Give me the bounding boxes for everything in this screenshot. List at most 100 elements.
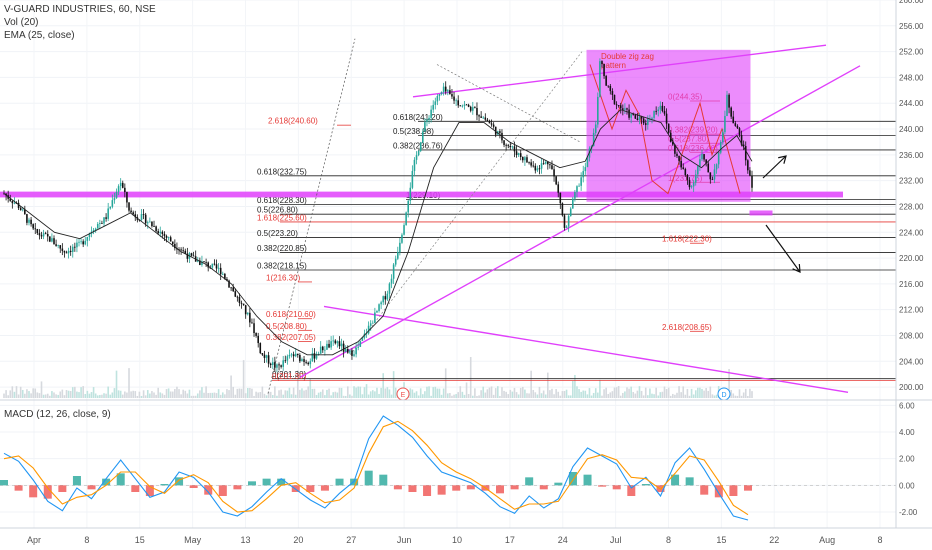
volume-bar: [321, 389, 324, 398]
dotted-projection: [436, 64, 581, 143]
candle-body: [53, 238, 55, 245]
volume-bar: [51, 391, 53, 398]
price-axis-label: 216.00: [899, 280, 924, 289]
volume-bar: [69, 391, 72, 398]
volume-bar: [584, 390, 587, 398]
candle-body: [401, 234, 403, 243]
candle-body: [682, 167, 685, 170]
candle-body: [407, 200, 410, 213]
volume-bar: [701, 388, 703, 398]
volume-bar: [549, 390, 551, 398]
volume-bar: [415, 391, 418, 398]
price-axis-label: 212.00: [899, 306, 924, 315]
candle-body: [494, 126, 497, 135]
volume-bar: [226, 389, 228, 398]
candle-body: [180, 249, 182, 251]
volume-bar: [149, 393, 151, 398]
volume-bar: [424, 391, 426, 398]
candle-body: [463, 104, 466, 106]
volume-bar: [344, 395, 347, 398]
candle-body: [346, 349, 349, 353]
volume-bar: [617, 386, 620, 398]
volume-bar: [586, 394, 589, 398]
candle-body: [630, 114, 632, 118]
candle-body: [28, 219, 30, 223]
candle-body: [305, 361, 307, 363]
candle-body: [217, 267, 220, 269]
symbol-title[interactable]: V-GUARD INDUSTRIES, 60, NSE: [4, 4, 156, 15]
candle-body: [240, 302, 243, 304]
volume-bar: [630, 386, 632, 398]
candle-body: [638, 116, 641, 120]
volume-bar: [619, 395, 622, 398]
macd-histogram-bar: [466, 485, 475, 490]
candle-body: [551, 165, 553, 170]
volume-bar: [36, 392, 39, 398]
volume-bar: [638, 386, 641, 398]
candle-body: [432, 104, 435, 110]
volume-legend[interactable]: Vol (20): [4, 17, 39, 28]
volume-bar: [440, 394, 443, 398]
candle-body: [655, 110, 657, 112]
volume-bar: [751, 391, 753, 398]
volume-bar: [92, 387, 95, 398]
candle-body: [140, 214, 143, 220]
candle-body: [730, 107, 732, 117]
volume-bar: [259, 392, 262, 398]
candle-body: [374, 312, 376, 323]
volume-bar: [26, 389, 28, 398]
volume-bar: [388, 389, 391, 398]
candle-body: [536, 168, 539, 171]
candle-body: [532, 165, 535, 167]
volume-bar: [311, 388, 314, 398]
volume-bar: [188, 389, 191, 398]
candle-body: [703, 154, 705, 160]
volume-bar: [359, 386, 362, 398]
volume-bar: [332, 392, 335, 398]
volume-bar: [232, 386, 234, 398]
candle-body: [342, 343, 345, 352]
volume-bar: [346, 386, 349, 398]
macd-axis-label: 2.00: [899, 455, 915, 464]
volume-bar: [747, 395, 749, 398]
volume-bar: [242, 360, 245, 398]
macd-legend[interactable]: MACD (12, 26, close, 9): [4, 409, 111, 420]
candle-body: [607, 85, 610, 87]
volume-bar: [219, 394, 222, 398]
volume-bar: [215, 393, 218, 398]
volume-bar: [601, 395, 603, 398]
volume-bar: [715, 394, 718, 398]
candle-body: [480, 116, 482, 118]
volume-bar: [515, 392, 518, 398]
time-axis-label: 15: [716, 535, 726, 545]
volume-bar: [559, 395, 562, 398]
candle-body: [428, 117, 430, 120]
ema-legend[interactable]: EMA (25, close): [4, 30, 75, 41]
volume-bar: [9, 390, 12, 398]
candle-body: [580, 177, 582, 186]
candle-body: [144, 214, 147, 224]
volume-bar: [126, 392, 128, 398]
candle-body: [609, 86, 612, 92]
candle-body: [747, 160, 749, 171]
volume-bar: [42, 394, 45, 398]
volume-bar: [667, 387, 670, 398]
volume-bar: [555, 389, 557, 398]
volume-bar: [590, 395, 593, 398]
volume-bar: [336, 392, 339, 398]
macd-histogram-bar: [131, 485, 140, 492]
volume-bar: [128, 368, 130, 398]
candle-body: [269, 363, 272, 366]
volume-bar: [80, 387, 82, 398]
candle-body: [392, 264, 395, 279]
macd-histogram-bar: [510, 485, 519, 490]
fib-level-label: 0.382(236.76): [393, 141, 443, 150]
volume-bar: [46, 393, 49, 398]
volume-bar: [253, 395, 255, 398]
macd-histogram-bar: [714, 485, 723, 498]
arrow-up: [762, 155, 787, 179]
volume-bar: [380, 387, 382, 398]
volume-bar: [107, 386, 109, 398]
